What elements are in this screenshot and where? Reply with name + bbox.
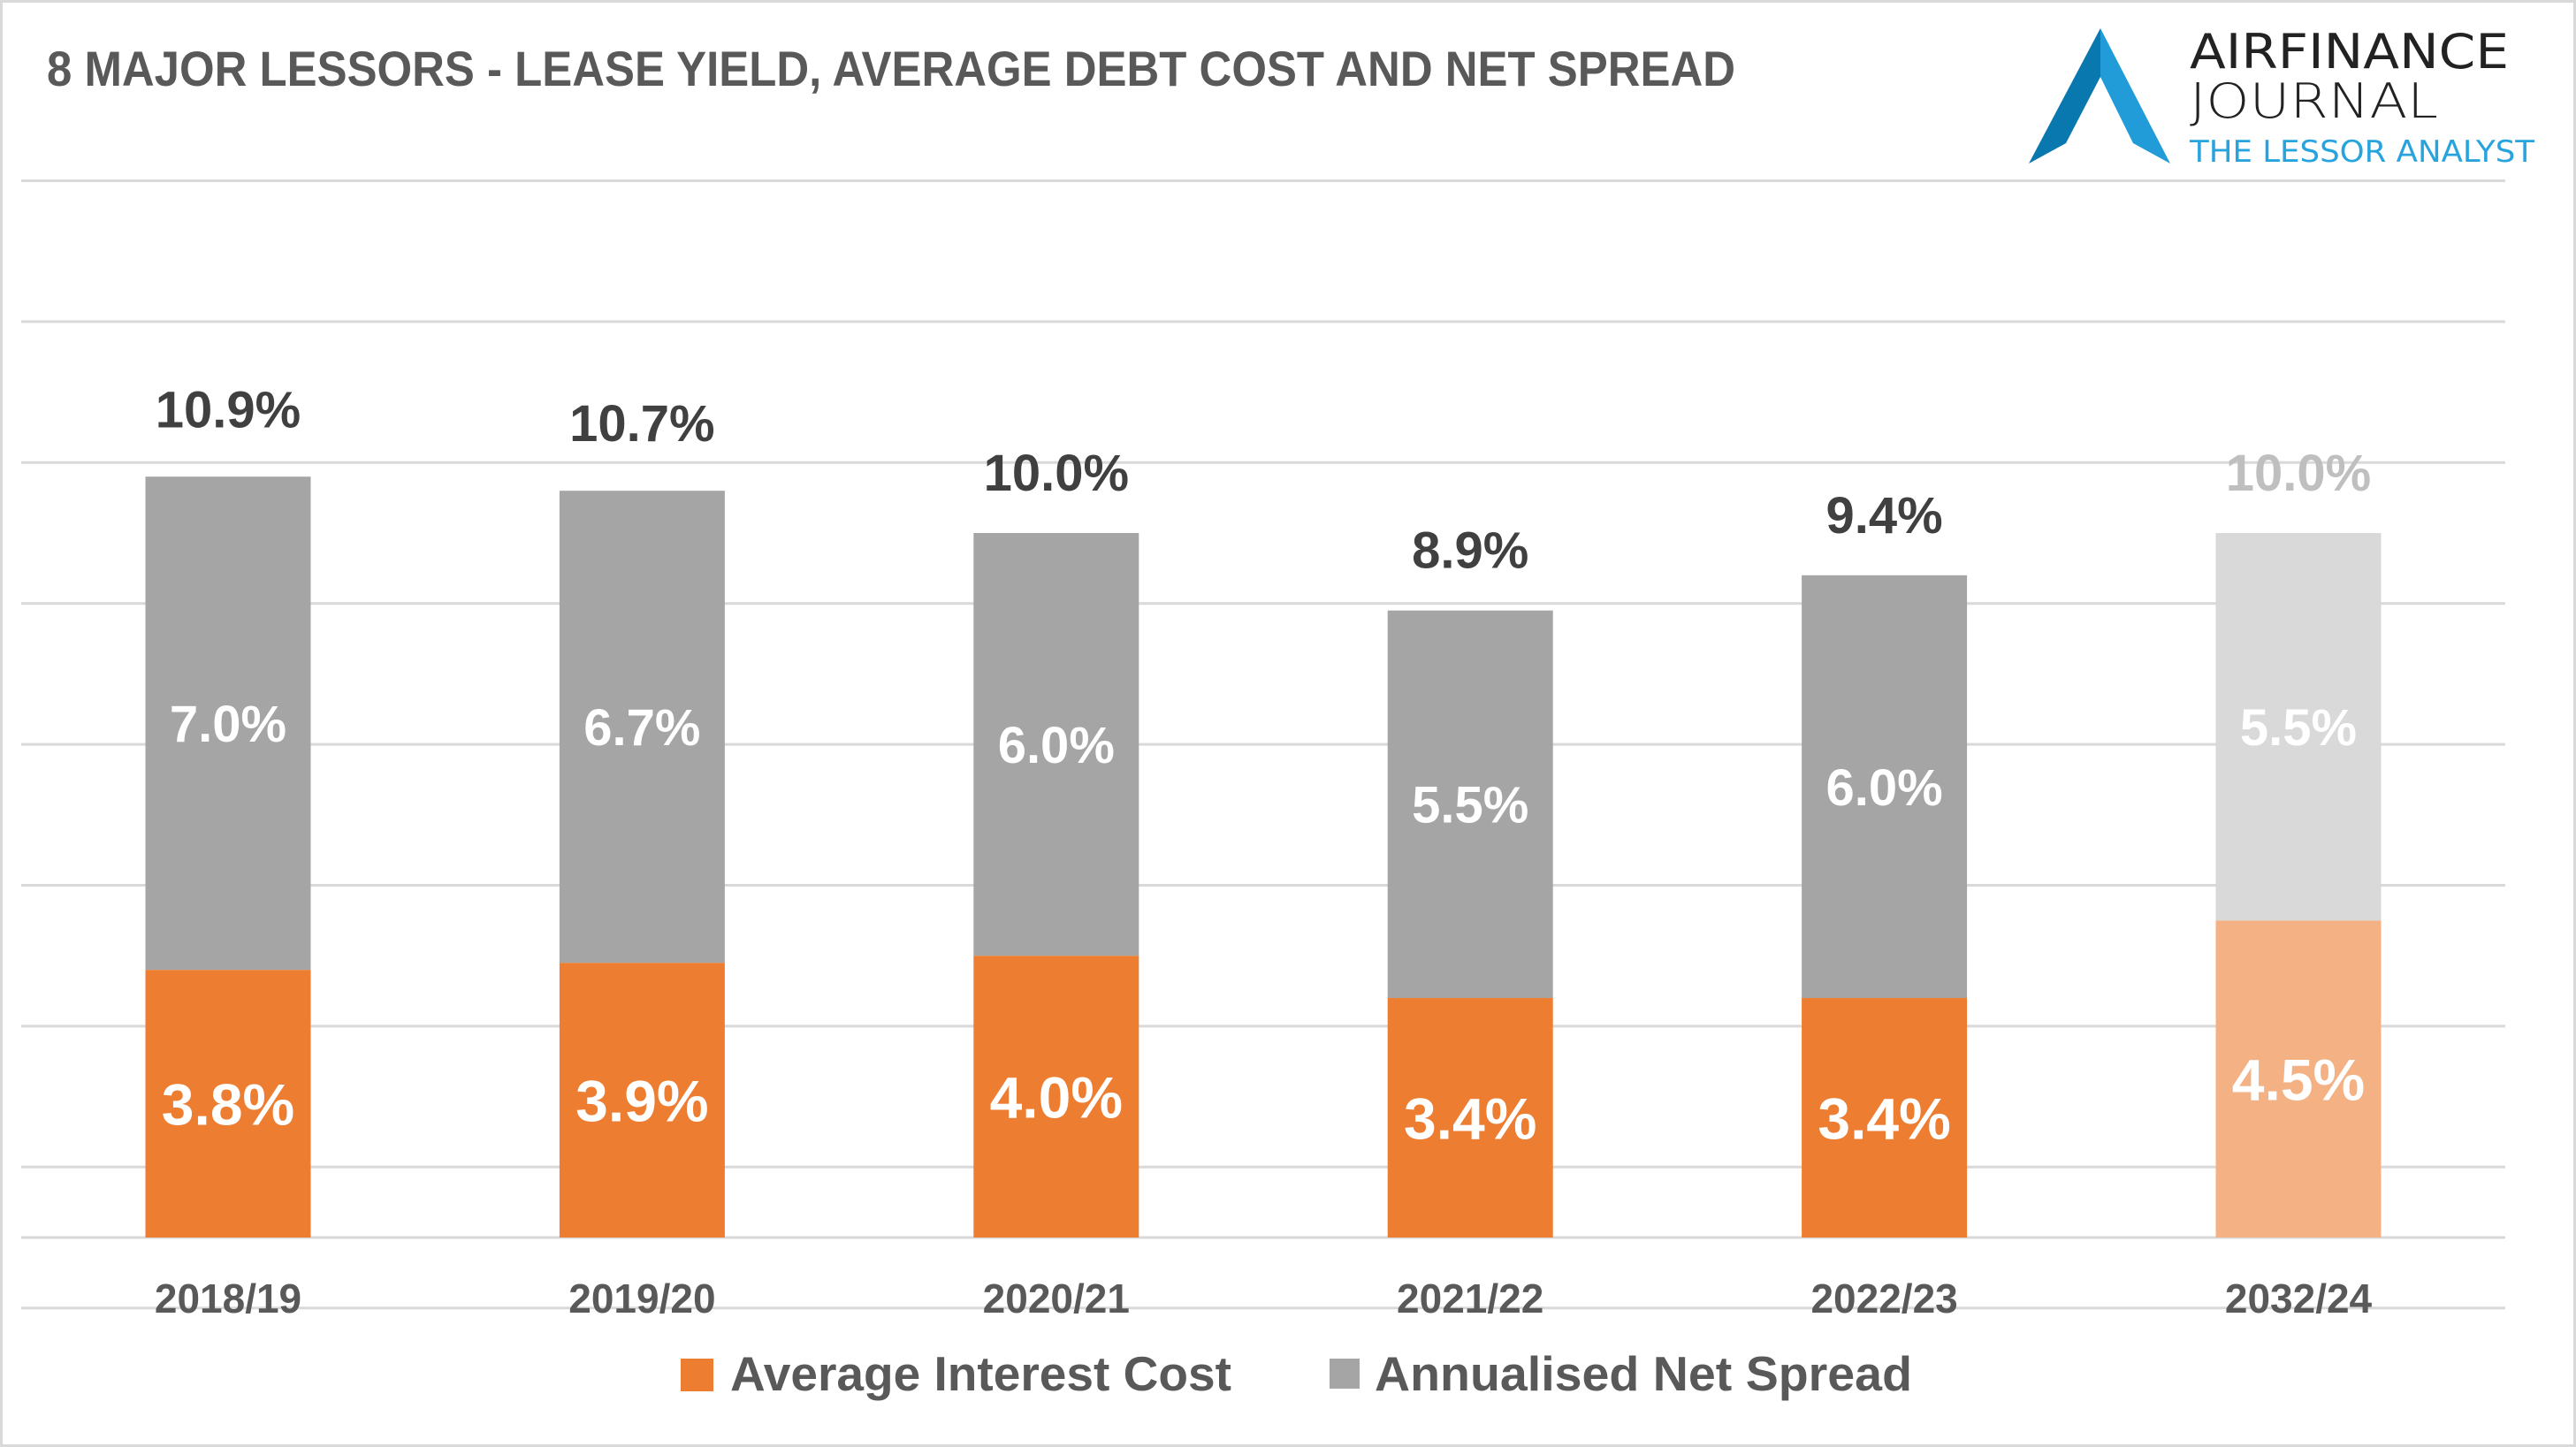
- legend-label-average-interest-cost: Average Interest Cost: [730, 1346, 1231, 1401]
- gridlines: [21, 179, 2505, 1310]
- x-tick-label-2020-21: 2020/21: [983, 1276, 1130, 1321]
- logo-right-stroke: [2100, 28, 2170, 164]
- data-label-annualised-net-spread-2022-23: 6.0%: [1825, 759, 1942, 817]
- legend-label-annualised-net-spread: Annualised Net Spread: [1375, 1346, 1912, 1401]
- total-label-2019-20: 10.7%: [569, 395, 714, 453]
- data-label-average-interest-cost-2019-20: 3.9%: [575, 1068, 708, 1133]
- bar-average-interest-cost-2018-19: [145, 970, 311, 1238]
- bar-average-interest-cost-2021-22: [1387, 998, 1553, 1238]
- bar-average-interest-cost-2022-23: [1802, 998, 1968, 1238]
- legend: Average Interest Cost Annualised Net Spr…: [681, 1346, 1912, 1401]
- legend-item-annualised-net-spread[interactable]: Annualised Net Spread: [1330, 1346, 1912, 1401]
- bar-annualised-net-spread-2022-23: [1802, 575, 1968, 999]
- x-tick-label-2022-23: 2022/23: [1810, 1276, 1957, 1321]
- total-label-2022-23: 9.4%: [1825, 487, 1942, 545]
- bar-average-interest-cost-2019-20: [559, 963, 725, 1238]
- logo-line-airfinance: AIRFINANCE: [2190, 24, 2509, 80]
- airfinance-journal-logo: AIRFINANCE JOURNAL THE LESSOR ANALYST: [2016, 16, 2546, 173]
- data-label-average-interest-cost-2020-21: 4.0%: [990, 1064, 1123, 1130]
- bar-annualised-net-spread-2020-21: [973, 533, 1139, 956]
- legend-swatch-gray: [1330, 1359, 1360, 1389]
- bar-annualised-net-spread-2032-24: [2215, 533, 2382, 921]
- total-label-2021-22: 8.9%: [1412, 522, 1528, 580]
- bar-annualised-net-spread-2019-20: [559, 491, 725, 963]
- legend-swatch-orange: [681, 1359, 713, 1391]
- data-label-average-interest-cost-2022-23: 3.4%: [1818, 1085, 1950, 1151]
- data-label-annualised-net-spread-2020-21: 6.0%: [998, 717, 1115, 774]
- total-label-2018-19: 10.9%: [156, 381, 301, 438]
- logo-left-stroke: [2029, 28, 2100, 164]
- bar-average-interest-cost-2032-24: [2215, 920, 2382, 1238]
- logo-line-lessor-analyst: THE LESSOR ANALYST: [2189, 134, 2534, 170]
- bar-average-interest-cost-2020-21: [973, 956, 1139, 1238]
- x-tick-label-2032-24: 2032/24: [2225, 1276, 2373, 1321]
- legend-item-average-interest-cost[interactable]: Average Interest Cost: [681, 1346, 1231, 1401]
- x-axis-labels: 2018/19 2019/20 2020/21 2021/22 2022/23 2032/…: [155, 1276, 2373, 1321]
- data-label-annualised-net-spread-2018-19: 7.0%: [170, 696, 286, 753]
- total-label-2020-21: 10.0%: [984, 445, 1129, 502]
- data-label-average-interest-cost-2032-24: 4.5%: [2232, 1047, 2365, 1112]
- total-label-2032-24: 10.0%: [2226, 445, 2371, 502]
- data-label-annualised-net-spread-2019-20: 6.7%: [583, 699, 700, 757]
- bar-annualised-net-spread-2018-19: [145, 476, 311, 971]
- data-label-annualised-net-spread-2032-24: 5.5%: [2240, 699, 2357, 757]
- data-labels: 3.8% 7.0% 10.9% 3.9% 6.7% 10.7% 4.0% 6.0% 10.0% 3…: [156, 381, 2371, 1151]
- x-tick-label-2019-20: 2019/20: [568, 1276, 715, 1321]
- logo-line-journal: JOURNAL: [2190, 73, 2438, 129]
- data-label-average-interest-cost-2021-22: 3.4%: [1404, 1085, 1536, 1151]
- x-tick-label-2018-19: 2018/19: [155, 1276, 301, 1321]
- data-label-average-interest-cost-2018-19: 3.8%: [162, 1071, 294, 1137]
- data-label-annualised-net-spread-2021-22: 5.5%: [1412, 777, 1528, 834]
- chart-title: 8 MAJOR LESSORS - LEASE YIELD, AVERAGE D…: [47, 41, 1735, 96]
- airfinance-a-logo-icon: [2029, 28, 2170, 164]
- bars: [145, 476, 2382, 1238]
- x-tick-label-2021-22: 2021/22: [1397, 1276, 1543, 1321]
- bar-annualised-net-spread-2021-22: [1387, 610, 1553, 999]
